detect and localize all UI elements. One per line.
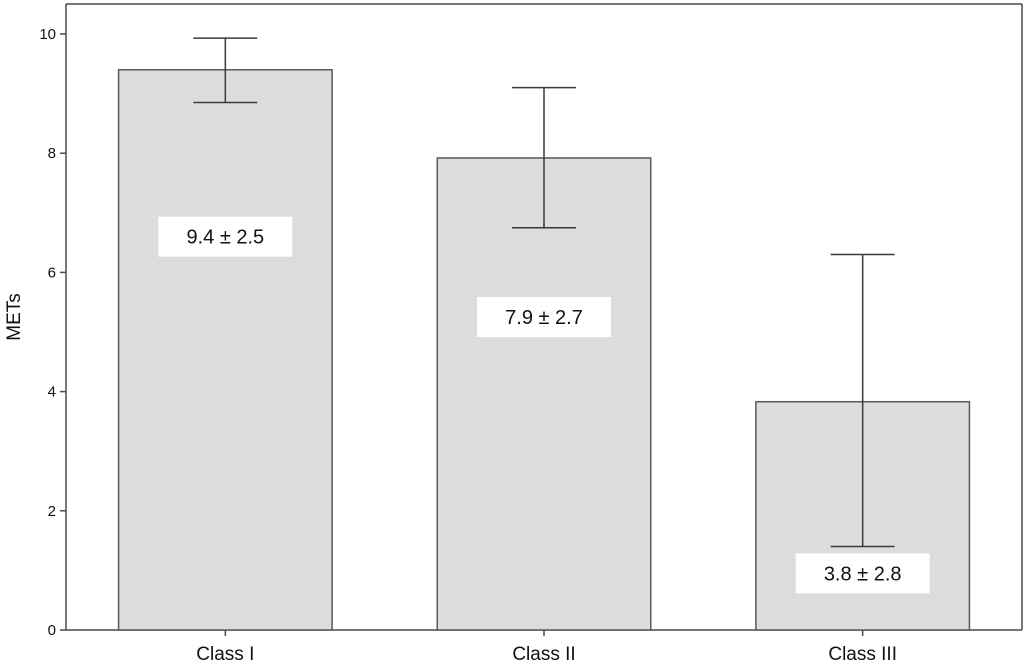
x-tick-label: Class II xyxy=(512,644,575,665)
bars: 9.4 ± 2.5 7.9 ± 2.7 3.8 ± 2.8 xyxy=(117,37,971,631)
y-ticks: 0 2 4 6 8 10 xyxy=(39,26,66,639)
x-tick-labels: Class I Class II Class III xyxy=(196,630,897,665)
y-tick-label: 10 xyxy=(39,26,56,43)
data-label-box xyxy=(795,553,930,594)
bar xyxy=(436,157,652,631)
data-label-box xyxy=(158,216,293,257)
bar xyxy=(117,69,333,631)
data-label: 9.4 ± 2.5 xyxy=(186,227,264,249)
y-tick-label: 0 xyxy=(48,622,56,639)
data-label-box xyxy=(477,297,611,338)
y-tick-label: 6 xyxy=(48,264,56,281)
y-tick-label: 2 xyxy=(48,503,56,520)
y-tick-label: 4 xyxy=(48,384,56,401)
x-tick-label: Class I xyxy=(196,644,254,665)
y-tick-label: 8 xyxy=(48,145,56,162)
x-tick-label: Class III xyxy=(828,644,897,665)
y-axis-label: METs xyxy=(4,293,25,341)
data-label: 3.8 ± 2.8 xyxy=(824,563,902,585)
data-label: 7.9 ± 2.7 xyxy=(505,307,583,329)
